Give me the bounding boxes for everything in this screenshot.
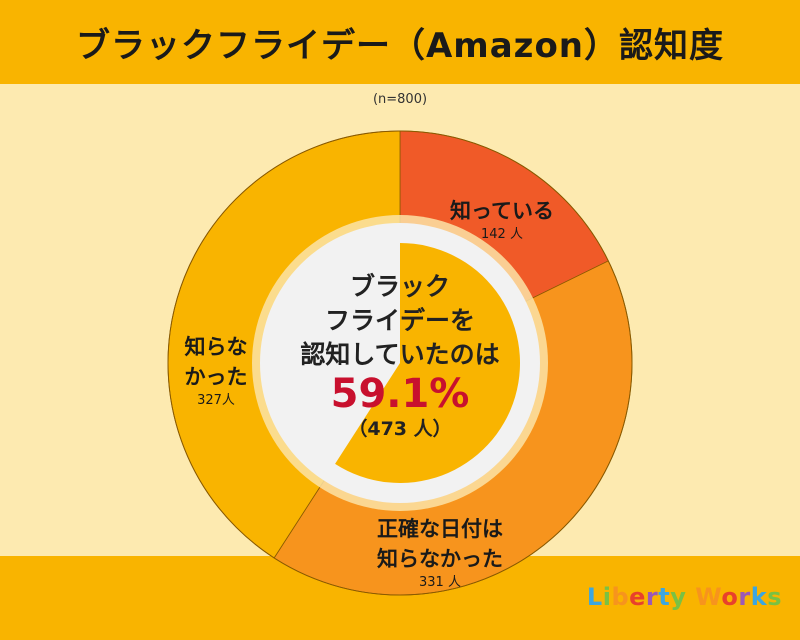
logo-letter: t [658, 583, 671, 611]
logo-letter: e [629, 583, 646, 611]
logo-letter: L [586, 583, 603, 611]
slice-label-date-line2: 知らなかった [377, 547, 503, 571]
slice-label-know-text: 知っている [450, 199, 554, 223]
center-count: （473 人） [348, 418, 452, 440]
logo-letter: r [645, 583, 659, 611]
slice-label-not-count: 327人 [197, 393, 235, 408]
center-fill-wedge [335, 243, 520, 483]
logo-letter: W [695, 583, 722, 611]
slice-label-date-line1: 正確な日付は [377, 517, 503, 541]
slice-label-not: 知らな かった 327人 [166, 332, 266, 410]
logo-letter: k [750, 583, 768, 611]
center-percent: 59.1% [330, 371, 470, 417]
center-line-3: 認知していたのは [300, 340, 500, 369]
brand-logo: Liberty Works [587, 583, 782, 611]
page-title: ブラックフライデー（Amazon）認知度 [75, 26, 725, 66]
logo-letter: o [721, 583, 739, 611]
slice-label-date: 正確な日付は 知らなかった 331 人 [360, 514, 520, 592]
logo-letter: y [670, 583, 687, 611]
slice-label-date-count: 331 人 [419, 575, 461, 590]
sample-size: (n=800) [372, 92, 428, 107]
logo-letter: r [738, 583, 751, 611]
header-bar [0, 0, 800, 84]
logo-letter [686, 583, 695, 611]
center-summary: ブラック フライデーを 認知していたのは 59.1% （473 人） [276, 270, 524, 442]
logo-letter: i [602, 583, 612, 611]
slice-label-know: 知っている 142 人 [432, 196, 572, 244]
center-heading: ブラック フライデーを 認知していたのは [276, 270, 524, 372]
slice-label-know-count: 142 人 [481, 227, 523, 242]
slice-label-not-line1: 知らな [184, 335, 248, 359]
logo-letter: s [767, 583, 782, 611]
logo-letter: b [611, 583, 630, 611]
center-line-2: フライデーを [324, 306, 475, 335]
slice-label-not-line2: かった [184, 365, 248, 389]
donut-outline [167, 130, 633, 596]
center-line-1: ブラック [349, 272, 450, 301]
